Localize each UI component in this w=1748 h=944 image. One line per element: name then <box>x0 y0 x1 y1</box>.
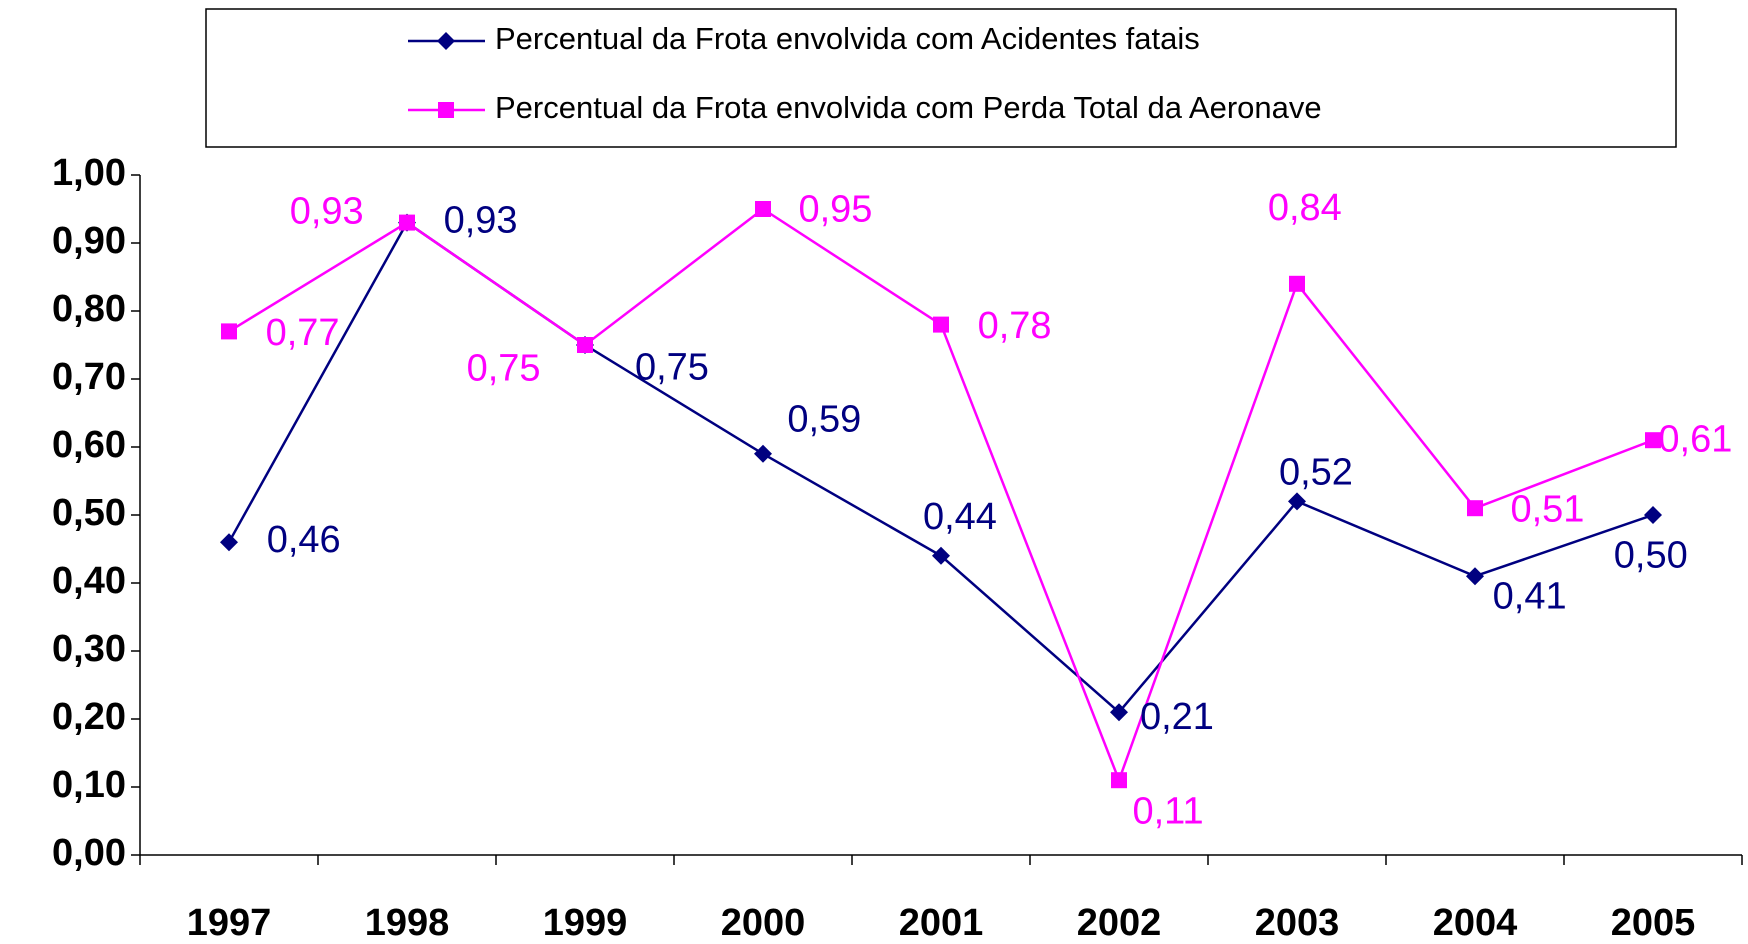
data-label: 0,77 <box>266 312 340 354</box>
y-tick-label: 0,50 <box>52 492 126 534</box>
y-tick-label: 0,80 <box>52 288 126 330</box>
data-point <box>220 533 238 552</box>
data-label: 0,78 <box>978 305 1052 347</box>
data-point <box>399 214 415 231</box>
data-label: 0,21 <box>1140 696 1214 738</box>
data-point <box>577 337 593 353</box>
data-label: 0,75 <box>467 348 541 390</box>
y-tick-label: 0,10 <box>52 764 126 806</box>
series-line <box>227 220 1654 714</box>
data-point <box>1110 703 1128 722</box>
x-tick-label: 2002 <box>1077 902 1162 944</box>
data-label: 0,84 <box>1268 187 1342 229</box>
data-label: 0,93 <box>290 191 364 233</box>
data-point <box>754 444 772 463</box>
x-tick-label: 2005 <box>1611 902 1696 944</box>
data-point <box>755 201 771 217</box>
data-label: 0,61 <box>1658 418 1732 460</box>
data-label: 0,50 <box>1614 534 1688 576</box>
legend-marker <box>437 32 455 50</box>
data-point <box>933 316 949 333</box>
data-label: 0,41 <box>1493 576 1567 618</box>
data-point <box>1288 492 1306 511</box>
y-tick-label: 0,70 <box>52 356 126 398</box>
data-label: 0,59 <box>787 398 861 440</box>
legend-marker <box>438 102 454 118</box>
data-point <box>221 323 237 340</box>
x-tick-label: 2003 <box>1255 902 1340 944</box>
x-tick-label: 2004 <box>1433 902 1518 944</box>
data-label: 0,51 <box>1510 489 1584 531</box>
series-line <box>228 207 1654 784</box>
data-point <box>1111 772 1127 789</box>
data-point <box>1467 500 1483 517</box>
y-tick-label: 0,60 <box>52 424 126 466</box>
legend-box <box>205 8 1677 148</box>
data-point <box>1645 432 1661 449</box>
y-tick-label: 0,20 <box>52 696 126 738</box>
data-point <box>932 546 950 565</box>
data-label: 0,44 <box>923 496 997 538</box>
legend-label: Percentual da Frota envolvida com Perda … <box>495 90 1322 125</box>
y-tick-label: 0,00 <box>52 832 126 874</box>
data-label: 0,75 <box>635 347 709 389</box>
data-point <box>1644 506 1662 524</box>
legend-label: Percentual da Frota envolvida com Aciden… <box>495 21 1200 56</box>
data-label: 0,46 <box>267 519 341 561</box>
x-tick-label: 1999 <box>543 902 628 944</box>
y-tick-label: 1,00 <box>52 152 126 194</box>
x-tick-label: 2001 <box>899 902 984 944</box>
y-tick-label: 0,30 <box>52 628 126 670</box>
x-tick-label: 2000 <box>721 902 806 944</box>
data-point <box>1289 275 1305 292</box>
x-tick-label: 1998 <box>365 902 450 944</box>
data-label: 0,52 <box>1279 452 1353 494</box>
data-point <box>1466 567 1484 586</box>
data-label: 0,11 <box>1132 791 1203 833</box>
data-label: 0,93 <box>444 200 518 242</box>
y-tick-label: 0,90 <box>52 220 126 262</box>
data-label: 0,95 <box>798 188 872 230</box>
y-tick-label: 0,40 <box>52 560 126 602</box>
x-tick-label: 1997 <box>187 902 272 944</box>
